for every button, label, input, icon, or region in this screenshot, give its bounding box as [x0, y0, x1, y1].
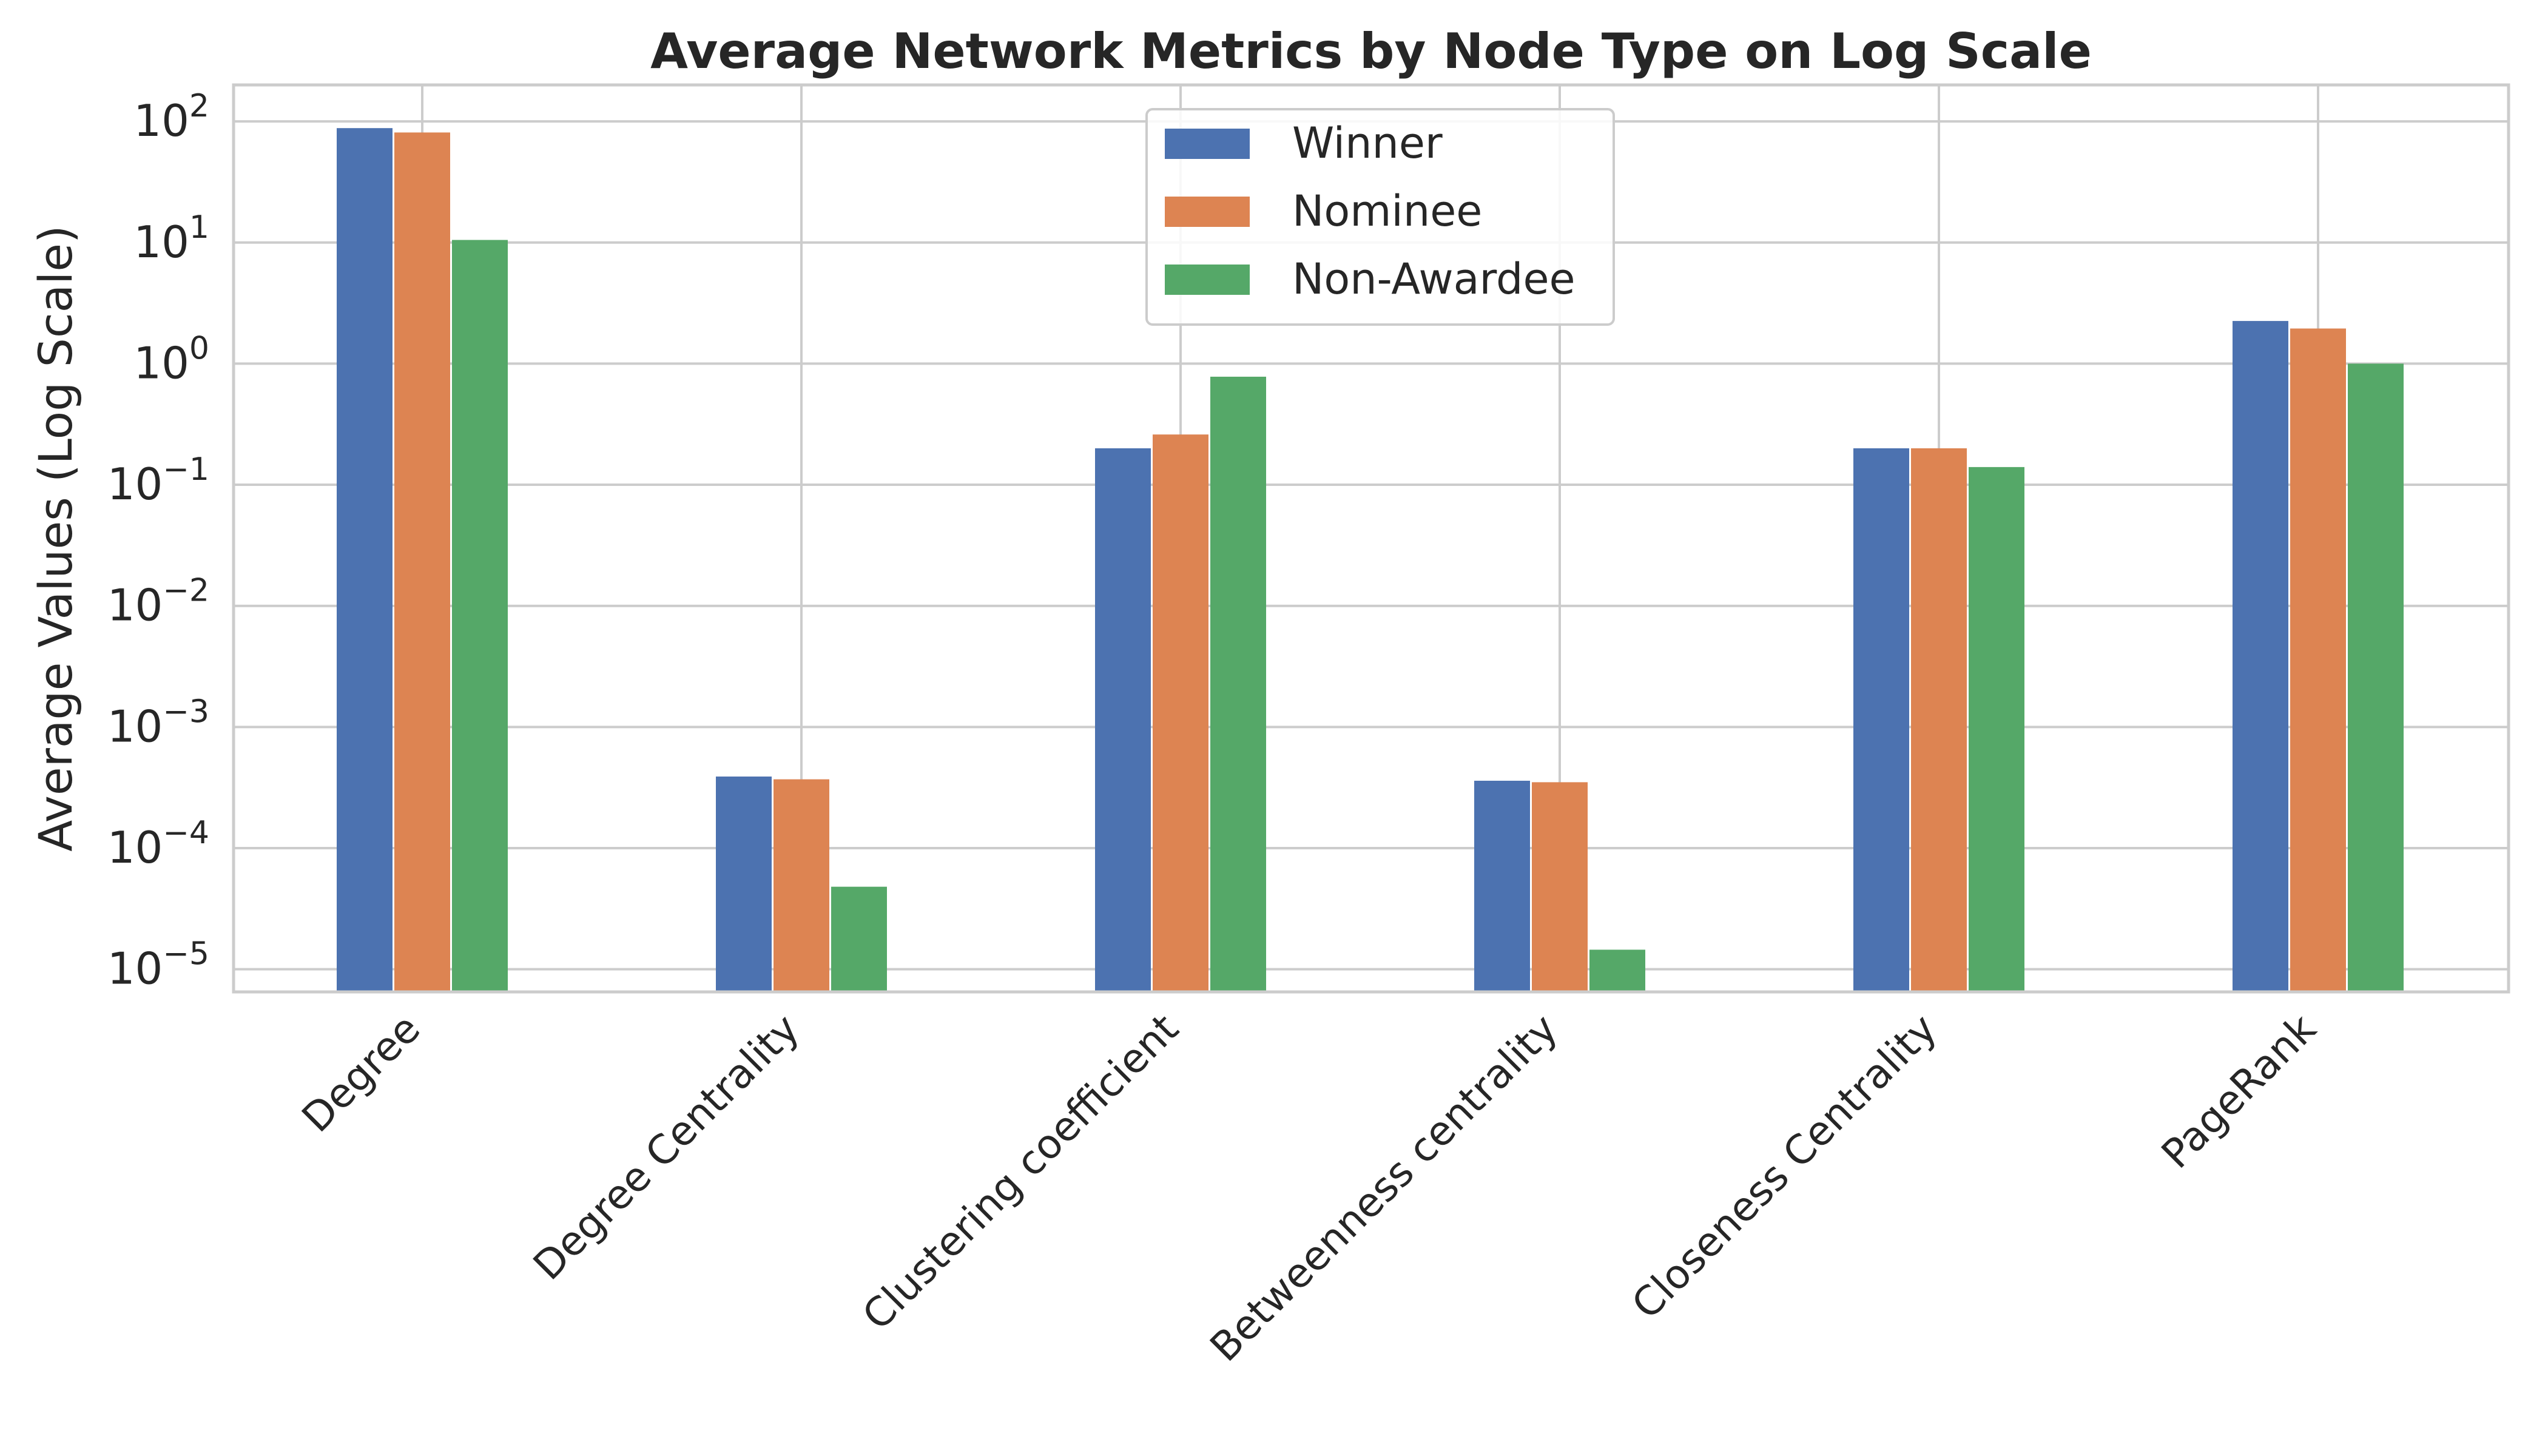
- bar-non-awardee-5: [2348, 363, 2404, 992]
- legend-swatch: [1165, 129, 1250, 159]
- bar-non-awardee-2: [1210, 376, 1266, 992]
- x-tick-label: Closeness Centrality: [1623, 1005, 1946, 1328]
- bars: [337, 128, 2404, 993]
- y-tick-label: 102: [133, 88, 209, 146]
- bar-non-awardee-4: [1969, 467, 2024, 992]
- bar-nominee-5: [2290, 328, 2346, 992]
- x-tick-label: PageRank: [2152, 1005, 2325, 1178]
- bar-winner-0: [337, 128, 393, 992]
- plot-frame: [232, 83, 2510, 994]
- y-tick-label: 10−3: [107, 693, 209, 752]
- y-axis-label: Average Values (Log Scale): [29, 225, 83, 851]
- chart-title: Average Network Metrics by Node Type on …: [650, 23, 2092, 79]
- x-tick-labels: Degree Degree Centrality Clustering coeffi…: [293, 1005, 2325, 1370]
- legend-box: [1145, 108, 1615, 326]
- bar-non-awardee-1: [831, 886, 887, 992]
- legend-label: Non-Awardee: [1292, 254, 1576, 304]
- x-tick-label: Clustering coefficient: [854, 1005, 1187, 1339]
- bar-nominee-2: [1153, 434, 1208, 992]
- bar-non-awardee-3: [1589, 949, 1645, 992]
- y-tick-label: 10−4: [107, 815, 209, 873]
- x-tick-label: Betweenness centrality: [1201, 1005, 1566, 1370]
- y-tick-label: 101: [133, 209, 209, 268]
- bar-nominee-0: [394, 132, 450, 993]
- bar-winner-5: [2233, 321, 2288, 993]
- bar-nominee-4: [1911, 448, 1967, 992]
- bar-non-awardee-0: [452, 240, 508, 992]
- bar-winner-2: [1095, 448, 1151, 992]
- bar-winner-3: [1474, 780, 1530, 992]
- bar-nominee-1: [774, 779, 829, 992]
- y-tick-label: 10−5: [107, 936, 209, 994]
- bar-winner-1: [716, 776, 772, 992]
- bar-nominee-3: [1532, 782, 1588, 992]
- y-tick-label: 100: [133, 330, 209, 388]
- y-tick-label: 10−2: [107, 573, 209, 631]
- x-tick-label: Degree Centrality: [524, 1005, 808, 1289]
- legend-label: Winner: [1292, 118, 1443, 168]
- x-tick-label: Degree: [293, 1005, 429, 1141]
- legend: Winner Nominee Non-Awardee: [1145, 108, 1615, 326]
- legend-label: Nominee: [1292, 186, 1482, 236]
- legend-swatch: [1165, 265, 1250, 295]
- y-tick-label: 10−1: [107, 451, 209, 510]
- bar-winner-4: [1853, 448, 1909, 992]
- legend-swatch: [1165, 197, 1250, 227]
- y-tick-labels: 102 101 100 10−1 10−2 10−3 10−4 10−5: [107, 88, 209, 994]
